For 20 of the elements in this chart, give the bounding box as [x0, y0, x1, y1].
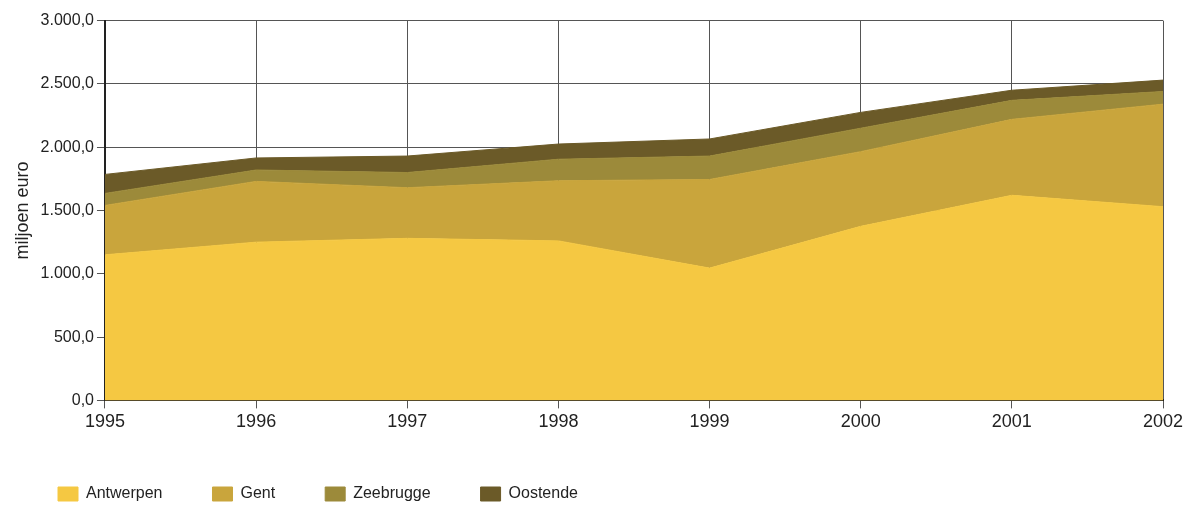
x-tick-label: 2000: [840, 411, 881, 432]
y-tick-label: 2.000,0: [40, 137, 95, 155]
legend-label: Zeebrugge: [353, 484, 431, 502]
x-tick-label: 2002: [1142, 411, 1184, 432]
legend-label: Oostende: [508, 484, 579, 502]
y-tick-label: 3.000,0: [40, 11, 95, 29]
x-tick-label: 1997: [387, 411, 428, 432]
y-tick-label: 1.000,0: [40, 264, 95, 282]
legend-label: Antwerpen: [86, 484, 163, 502]
x-tick-label: 1996: [236, 411, 277, 432]
y-tick-label: 500,0: [53, 327, 95, 345]
x-tick-label: 1995: [84, 411, 126, 432]
y-tick-label: 2.500,0: [40, 74, 95, 92]
legend-label: Gent: [240, 484, 276, 502]
x-tick-label: 1998: [538, 411, 579, 432]
x-tick-label: 1999: [689, 411, 730, 432]
x-tick-label: 2001: [991, 411, 1032, 432]
y-tick-label: 1.500,0: [40, 200, 95, 218]
y-axis-title: miljoen euro: [11, 161, 32, 260]
y-tick-label: 0,0: [71, 390, 95, 408]
